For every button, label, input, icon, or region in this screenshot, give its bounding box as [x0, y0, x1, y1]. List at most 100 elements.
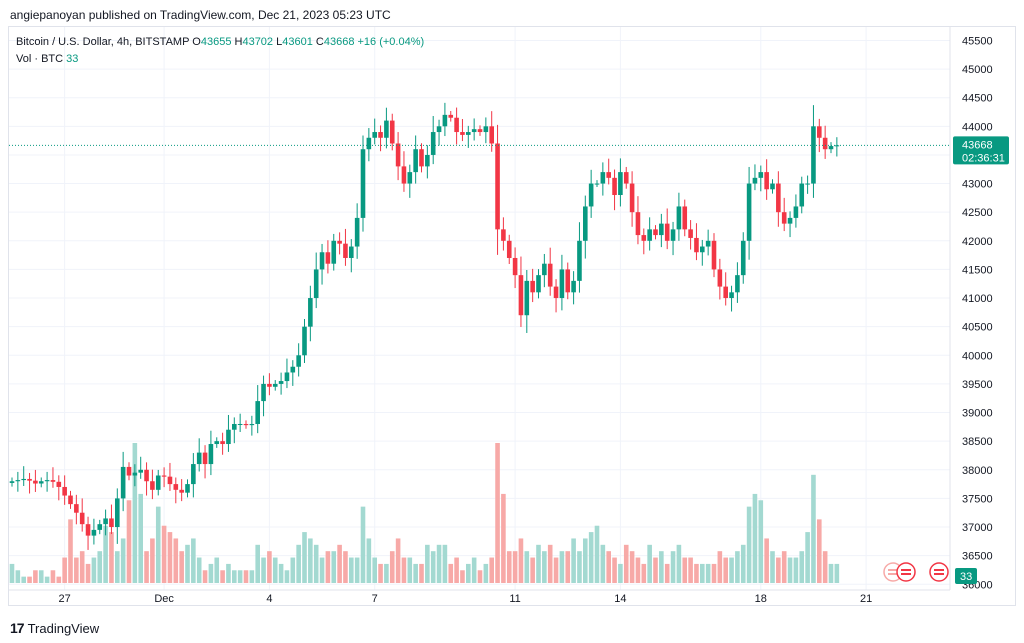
volume-bar: [436, 544, 442, 583]
price-tick-label: 39500: [962, 379, 993, 391]
economic-event-flag-stripe: [888, 573, 898, 575]
volume-bar: [664, 563, 670, 583]
candle-body: [647, 229, 652, 241]
volume-bar: [103, 525, 108, 583]
volume-bar: [717, 551, 723, 583]
economic-event-flag-stripe: [934, 569, 944, 571]
candle-body: [243, 423, 249, 426]
candle-body: [448, 114, 454, 118]
volume-bar: [27, 576, 32, 583]
price-tick-label: 42000: [962, 236, 993, 248]
economic-event-flag-stripe: [934, 573, 944, 575]
volume-bar: [44, 576, 50, 583]
price-tick-label: 38000: [962, 465, 993, 477]
candle-body: [407, 172, 413, 184]
volume-bar: [62, 557, 67, 583]
candle-body: [208, 444, 214, 465]
candle-body: [822, 137, 828, 150]
economic-event-flag-stripe: [888, 569, 898, 571]
volume-bar: [296, 544, 301, 583]
volume-bar: [21, 576, 26, 583]
volume-bar: [132, 443, 138, 583]
volume-bar: [542, 551, 547, 583]
time-axis: 27 Dec 4 7 11 14 18 21: [9, 589, 950, 605]
volume-bar: [79, 551, 85, 583]
candle-body: [565, 269, 571, 293]
candle-body: [600, 172, 606, 184]
volume-bar: [776, 557, 781, 583]
candle-body: [343, 243, 348, 258]
volume-bar: [512, 551, 518, 583]
tradingview-logo-icon: 17: [10, 620, 25, 636]
candle-body: [337, 240, 342, 244]
volume-bar: [214, 557, 220, 583]
candle-body: [559, 269, 565, 299]
volume-bar: [349, 557, 354, 583]
volume-bar: [313, 544, 319, 583]
candle-body: [126, 466, 132, 476]
candle-body: [676, 206, 682, 230]
volume-bar: [413, 563, 418, 583]
volume-bar: [781, 551, 787, 583]
candle-body: [635, 212, 641, 236]
legend-vol-value: 33: [66, 53, 79, 65]
candle-body: [688, 229, 693, 238]
volume-bar: [290, 557, 296, 583]
legend-close: 43668: [323, 36, 355, 48]
volume-bar: [501, 493, 506, 583]
candle-body: [33, 480, 38, 484]
last-price-badge: [953, 136, 1009, 165]
volume-bar: [536, 544, 541, 583]
volume-bar: [395, 538, 401, 583]
volume-bar: [68, 519, 73, 583]
volume-bar: [635, 557, 641, 583]
candle-body: [62, 486, 67, 496]
volume-bar: [337, 544, 342, 583]
price-tick-label: 43000: [962, 179, 993, 191]
candle-body: [366, 137, 372, 150]
candle-body: [629, 183, 635, 213]
volume-bar: [109, 532, 114, 583]
legend-ohlc-row: Bitcoin / U.S. Dollar, 4h, BITSTAMP O436…: [16, 34, 424, 51]
volume-bar: [161, 525, 167, 583]
candle-body: [308, 298, 313, 327]
volume-bar: [354, 557, 360, 583]
candle-body: [103, 518, 108, 525]
volume-bar: [448, 563, 454, 583]
last-price-text: 43668: [962, 139, 993, 151]
volume-bar: [308, 538, 313, 583]
candle-body: [588, 183, 594, 207]
candle-body: [746, 183, 752, 241]
volume-bar: [653, 557, 658, 583]
volume-bar: [787, 557, 793, 583]
legend-high-label: H: [234, 36, 243, 48]
candle-body: [138, 469, 143, 473]
volume-bar: [384, 563, 389, 583]
legend-high: 43702: [242, 36, 274, 48]
volume-bar: [460, 570, 465, 583]
footer: 17 TradingView: [10, 620, 99, 636]
volume-bar: [811, 474, 816, 583]
candle-body: [313, 269, 319, 299]
price-tick-label: 41000: [962, 293, 993, 305]
candle-body: [776, 183, 781, 213]
volume-bar: [372, 557, 377, 583]
volume-bar: [746, 506, 752, 583]
volume-bar: [793, 557, 799, 583]
volume-bar: [38, 570, 44, 583]
candle-body: [360, 149, 366, 218]
candle-body: [553, 286, 559, 299]
candle-body: [9, 481, 15, 483]
volume-bar: [15, 570, 21, 583]
volume-bar: [255, 544, 260, 583]
candle-body: [536, 275, 541, 293]
candle-body: [705, 240, 711, 247]
candle-body: [501, 229, 506, 241]
price-tick-label: 42500: [962, 207, 993, 219]
candles: [9, 102, 950, 550]
candle-body: [430, 132, 436, 155]
candle-body: [670, 229, 676, 241]
volume-bar: [126, 500, 132, 583]
volume-bar: [547, 544, 553, 583]
